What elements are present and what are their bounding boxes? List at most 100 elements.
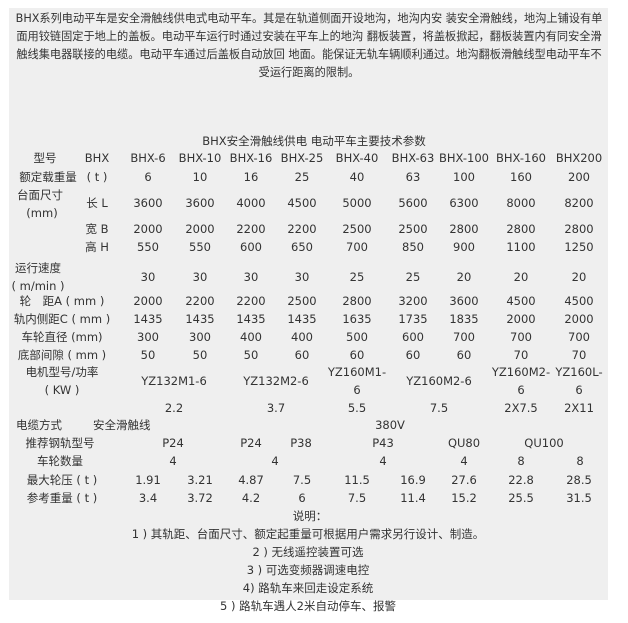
table-cell: 8200 xyxy=(564,196,594,210)
table-cell: 20 xyxy=(513,270,529,284)
row-unit: ( t ) xyxy=(86,170,108,184)
table-cell: 2000 xyxy=(133,294,163,308)
table-cell: 200 xyxy=(568,170,590,184)
model-header: BHX-160 xyxy=(496,151,546,165)
table-cell: 15.2 xyxy=(451,491,477,505)
table-cell: 4500 xyxy=(564,294,594,308)
table-cell: 1435 xyxy=(236,312,266,326)
table-cell: 650 xyxy=(291,240,313,254)
row-label: ( m/min ) xyxy=(11,279,65,293)
table-cell: 1435 xyxy=(287,312,317,326)
table-cell: 25.5 xyxy=(508,491,534,505)
table-cell: 700 xyxy=(346,240,368,254)
table-cell: 4000 xyxy=(236,196,266,210)
table-cell: 2500 xyxy=(287,294,317,308)
table-cell: 2800 xyxy=(342,294,372,308)
row-unit: 宽 B xyxy=(85,222,109,236)
intro-paragraph: BHX系列电动平车是安全滑触线供电式电动平车。其是在轨道侧面开设地沟，地沟内安 … xyxy=(15,12,603,79)
table-cell: 1.91 xyxy=(135,473,161,487)
table-cell: 2000 xyxy=(185,222,215,236)
table-cell: 30 xyxy=(140,270,156,284)
table-cell: 25 xyxy=(405,270,421,284)
table-cell: 400 xyxy=(291,330,313,344)
motor-model: YZ160M2- 6 xyxy=(491,365,551,397)
rail-value: P24 xyxy=(162,436,184,450)
table-cell: 60 xyxy=(405,348,421,362)
table-cell: 1435 xyxy=(185,312,215,326)
table-cell: 2000 xyxy=(564,312,594,326)
max-pressure-label: 最大轮压 ( t ) xyxy=(26,473,98,487)
model-header: BHX-6 xyxy=(130,151,166,165)
table-cell: 50 xyxy=(243,348,259,362)
table-cell: 4.87 xyxy=(238,473,264,487)
table-cell: 25 xyxy=(349,270,365,284)
row-label: 额定载重量 xyxy=(19,170,77,184)
table-cell: 20 xyxy=(571,270,587,284)
note-item: 3 ) 可选变频器调速电控 xyxy=(246,563,370,577)
table-cell: 7.5 xyxy=(347,491,367,505)
note-item: 4) 路轨车来回走设定系统 xyxy=(242,581,374,595)
table-cell: 60 xyxy=(456,348,472,362)
cable-type: 安全滑触线 xyxy=(93,418,151,432)
motor-model: YZ160M1- 6 xyxy=(327,365,387,397)
table-cell: 6 xyxy=(144,170,152,184)
motor-power: 7.5 xyxy=(429,401,449,415)
motor-power: 2X11 xyxy=(564,401,594,415)
table-cell: 500 xyxy=(346,330,368,344)
table-cell: 1735 xyxy=(398,312,428,326)
model-header: BHX-100 xyxy=(439,151,489,165)
row-label: 车轮直径 (mm) xyxy=(21,330,103,344)
table-cell: 850 xyxy=(402,240,424,254)
table-cell: 2800 xyxy=(449,222,479,236)
cable-label: 电缆方式 xyxy=(16,418,62,432)
rail-value: QU80 xyxy=(447,436,481,450)
rail-value: P38 xyxy=(290,436,312,450)
header-label: 型号 xyxy=(33,151,57,165)
table-cell: 16.9 xyxy=(400,473,426,487)
model-header: BHX-63 xyxy=(391,151,435,165)
table-cell: 20 xyxy=(456,270,472,284)
table-cell: 22.8 xyxy=(508,473,534,487)
wheel-count-label: 车轮数量 xyxy=(37,454,83,468)
row-label: 轮 距A ( mm ) xyxy=(19,294,105,308)
table-cell: 550 xyxy=(189,240,211,254)
motor-power: 5.5 xyxy=(347,401,367,415)
table-cell: 3600 xyxy=(133,196,163,210)
rail-value: P43 xyxy=(372,436,394,450)
table-cell: 700 xyxy=(510,330,532,344)
table-cell: 3.4 xyxy=(138,491,158,505)
motor-power: 2.2 xyxy=(164,401,184,415)
table-cell: 63 xyxy=(405,170,421,184)
motor-label: ( KW ) xyxy=(44,383,80,397)
table-cell: 30 xyxy=(192,270,208,284)
table-title: BHX安全滑触线供电 电动平车主要技术参数 xyxy=(202,134,426,148)
table-cell: 6 xyxy=(298,491,306,505)
wheel-count-value: 4 xyxy=(169,454,177,468)
table-cell: 4500 xyxy=(287,196,317,210)
model-header: BHX-10 xyxy=(178,151,222,165)
table-cell: 5600 xyxy=(398,196,428,210)
motor-label: 电机型号/功率 xyxy=(25,365,99,379)
table-cell: 2200 xyxy=(236,222,266,236)
wheel-count-value: 4 xyxy=(379,454,387,468)
wheel-count-value: 4 xyxy=(271,454,279,468)
table-cell: 11.4 xyxy=(400,491,426,505)
table-cell: 70 xyxy=(571,348,587,362)
table-cell: 16 xyxy=(243,170,259,184)
model-header: BHX200 xyxy=(555,151,603,165)
table-cell: 2500 xyxy=(342,222,372,236)
table-cell: 2800 xyxy=(506,222,536,236)
table-cell: 550 xyxy=(137,240,159,254)
motor-power: 3.7 xyxy=(266,401,286,415)
table-cell: 2200 xyxy=(236,294,266,308)
table-cell: 10 xyxy=(192,170,208,184)
content-panel xyxy=(9,8,608,600)
table-cell: 60 xyxy=(294,348,310,362)
table-cell: 100 xyxy=(453,170,475,184)
table-cell: 3600 xyxy=(185,196,215,210)
table-cell: 700 xyxy=(568,330,590,344)
rail-value: QU100 xyxy=(524,436,564,450)
motor-model: YZ160M2-6 xyxy=(406,374,472,388)
table-cell: 50 xyxy=(192,348,208,362)
table-cell: 28.5 xyxy=(566,473,592,487)
